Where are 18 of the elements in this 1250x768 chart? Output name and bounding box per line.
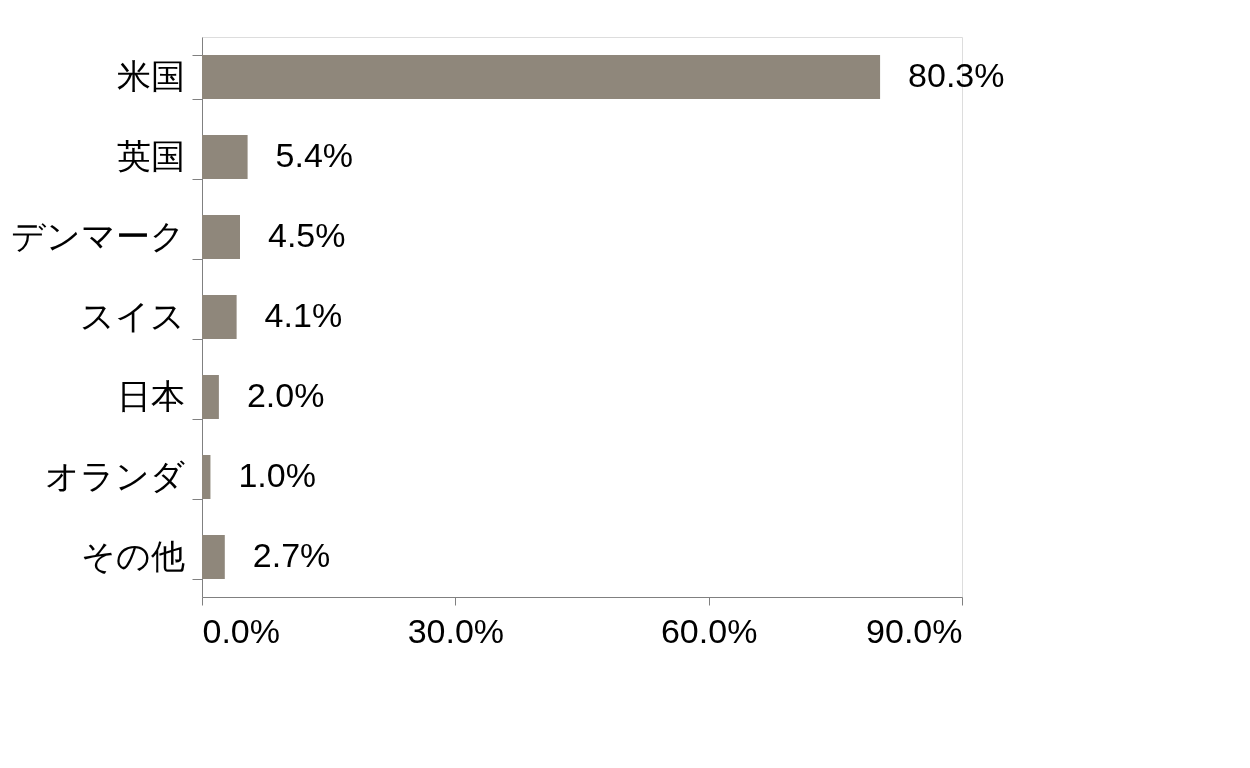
x-tick-label: 60.0% (660, 611, 758, 650)
data-label: 4.5% (268, 216, 346, 254)
y-tick-label: デンマーク (10, 216, 185, 255)
data-label: 2.7% (252, 536, 331, 574)
x-tick-label: 90.0% (866, 611, 963, 650)
y-tick-label: 米国 (116, 56, 185, 95)
y-tick-label: 英国 (116, 136, 185, 175)
y-tick-label: スイス (79, 296, 185, 335)
data-label: 1.0% (238, 456, 316, 494)
data-label: 5.4% (275, 136, 354, 174)
x-tick-label: 30.0% (407, 611, 505, 650)
y-tick-label: 日本 (116, 376, 185, 415)
data-label: 80.3% (908, 56, 1005, 94)
y-tick-label: その他 (80, 536, 185, 575)
y-tick-label: オランダ (44, 456, 185, 495)
data-label: 4.1% (264, 296, 343, 334)
x-tick-label: 0.0% (202, 611, 280, 650)
data-label: 2.0% (246, 376, 325, 414)
